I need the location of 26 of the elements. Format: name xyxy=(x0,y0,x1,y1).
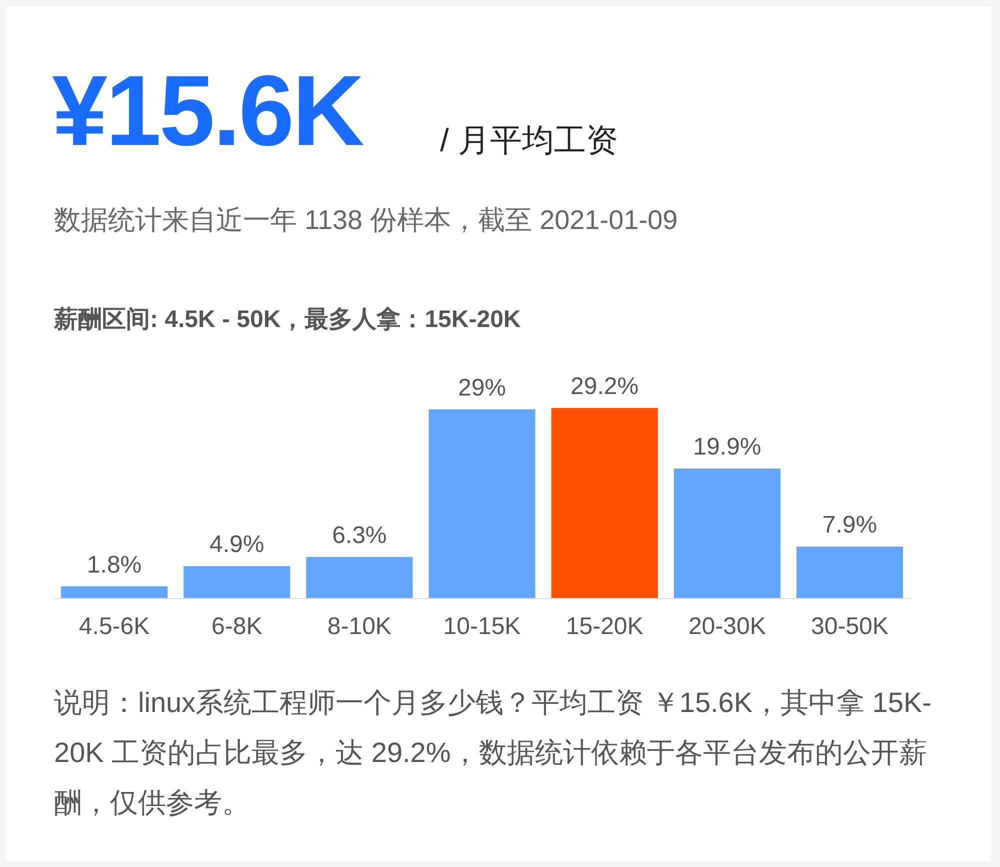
data-label: 29.2% xyxy=(570,373,639,400)
bar xyxy=(184,566,290,598)
bar xyxy=(61,586,168,598)
x-tick-label: 20-30K xyxy=(688,613,766,640)
data-label: 1.8% xyxy=(86,551,142,578)
bar xyxy=(551,408,658,598)
data-label: 29% xyxy=(458,374,506,402)
bar xyxy=(674,468,780,598)
bar xyxy=(306,557,413,598)
x-tick-label: 4.5-6K xyxy=(78,613,150,640)
text: 数据统计来自近一年 1138 份样本，截至 2021-01-09 xyxy=(54,204,678,237)
data-label: 7.9% xyxy=(822,512,878,539)
text: 薪酬区间: 4.5K - 50K，最多人拿：15K-20K xyxy=(54,305,521,335)
chart-title: ¥15.6K xyxy=(52,55,362,167)
x-tick-label: 6-8K xyxy=(212,613,262,640)
data-label: 4.9% xyxy=(210,531,264,558)
x-tick-label: 15-20K xyxy=(566,613,644,640)
x-tick-label: 10-15K xyxy=(443,613,521,640)
x-tick-label: 8-10K xyxy=(327,613,392,640)
text: 说明：linux系统工程师一个月多少钱？平均工资 ￥15.6K，其中拿 15K-20K 工资的占比最多，达 29.2%，数据统计依赖于各平台发布的公开薪酬，仅供参考。 xyxy=(54,686,932,820)
data-label: 6.3% xyxy=(332,522,387,550)
data-label: 19.9% xyxy=(693,434,762,461)
x-tick-label: 30-50K xyxy=(811,613,888,640)
chart-subtitle: / 月平均工资 xyxy=(440,121,618,160)
bar xyxy=(428,409,536,598)
bar xyxy=(796,546,903,598)
